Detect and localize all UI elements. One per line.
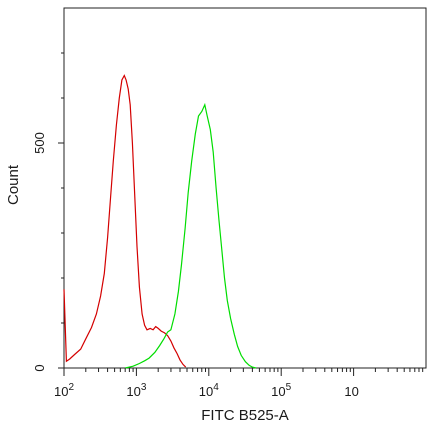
x-tick-label: 102	[54, 382, 74, 399]
histogram-series-2	[125, 102, 257, 369]
x-tick-label: 105	[271, 382, 291, 399]
x-axis-ticks: 102 103 104 105 10	[54, 368, 424, 399]
x-tick-label: 104	[199, 382, 219, 399]
y-tick-label: 0	[32, 364, 47, 371]
x-tick-base: 10	[199, 384, 213, 399]
y-tick-label: 500	[32, 132, 47, 154]
series-layer	[63, 74, 257, 369]
y-axis-ticks: 0 500	[32, 52, 64, 372]
x-tick-label: 10	[344, 384, 358, 399]
x-tick-base: 10	[126, 384, 140, 399]
x-tick-exponent: 3	[141, 382, 147, 393]
plot-frame	[63, 7, 427, 369]
y-axis-label: Count	[5, 164, 22, 205]
x-tick-base: 10	[54, 384, 68, 399]
x-tick-base: 10	[271, 384, 285, 399]
x-tick-exponent: 5	[286, 382, 292, 393]
x-tick-base: 10	[344, 384, 358, 399]
x-tick-exponent: 2	[68, 382, 74, 393]
x-axis-label: FITC B525-A	[201, 407, 289, 424]
x-tick-label: 103	[126, 382, 146, 399]
x-tick-exponent: 4	[213, 382, 219, 393]
